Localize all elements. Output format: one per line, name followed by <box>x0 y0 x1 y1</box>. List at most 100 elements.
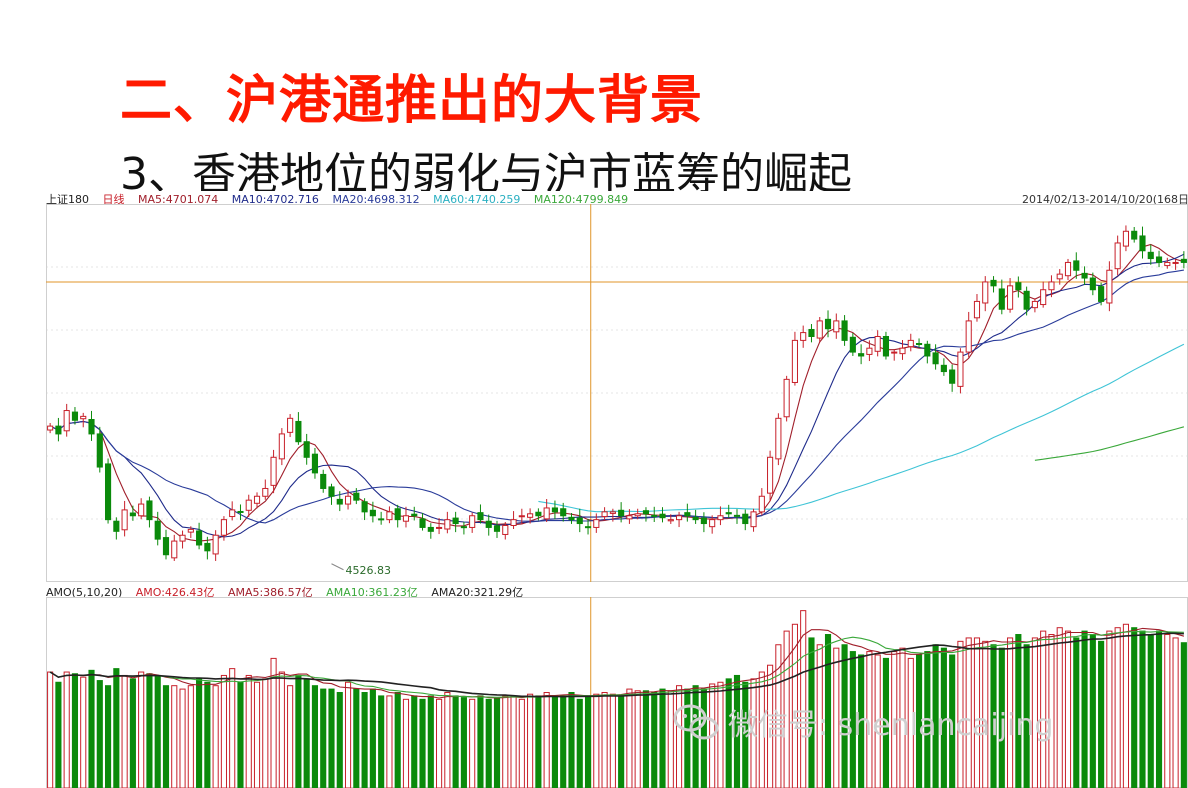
volume-bar-up <box>262 678 269 788</box>
candle-down <box>742 513 749 525</box>
volume-bar-up <box>510 695 517 788</box>
ma60-label: MA60:4740.259 <box>433 193 521 206</box>
candle-down <box>427 526 434 532</box>
period-label: 日线 <box>102 193 125 206</box>
volume-bar-down <box>411 695 418 788</box>
candle-up <box>1048 281 1055 291</box>
candle-down <box>841 320 848 341</box>
volume-bar-down <box>1180 642 1187 788</box>
candle-up <box>609 511 616 514</box>
price-legend: 上证180 日线 MA5:4701.074 MA10:4702.716 MA20… <box>46 191 638 207</box>
volume-bar-up <box>253 681 261 788</box>
volume-bar-down <box>460 697 467 788</box>
slide-title: 二、沪港通推出的大背景 <box>120 71 704 131</box>
candle-down <box>618 509 625 517</box>
watermark: 微信号: shenlancaijing <box>672 700 1053 744</box>
volume-bar-up <box>121 674 128 788</box>
volume-bar-up <box>1056 627 1063 788</box>
candle-down <box>1139 235 1146 252</box>
volume-bar-up <box>444 692 451 788</box>
candle-down <box>1155 256 1163 263</box>
volume-bar-down <box>427 695 434 788</box>
volume-average-lines <box>49 627 1185 699</box>
candle-up <box>80 415 87 420</box>
candle-up <box>957 351 964 387</box>
volume-bars <box>46 597 1188 788</box>
volume-bar-down <box>295 674 302 788</box>
volume-bar-up <box>469 698 476 788</box>
candle-up <box>543 507 550 520</box>
volume-bar-down <box>584 695 592 788</box>
volume-bar-down <box>154 674 161 788</box>
candle-up <box>800 332 807 341</box>
volume-bar-down <box>88 669 95 788</box>
candle-up <box>444 519 451 530</box>
candle-down <box>154 520 161 540</box>
volume-bar-down <box>104 685 112 788</box>
volume-bar-down <box>303 678 310 788</box>
volume-bar-down <box>618 695 625 788</box>
candle-down <box>452 517 459 525</box>
volume-bar-down <box>96 680 103 788</box>
volume-bar-up <box>907 657 914 788</box>
volume-bar-down <box>576 698 583 788</box>
volume-bar-up <box>80 676 87 788</box>
candle-down <box>700 517 707 525</box>
candle-up <box>220 519 227 536</box>
candle-down <box>104 463 112 521</box>
volume-bar-up <box>171 685 178 788</box>
candle-up <box>262 487 269 497</box>
volume-bar-up <box>1172 637 1179 788</box>
candle-up <box>518 515 525 518</box>
candle-down <box>1098 286 1105 302</box>
candle-up <box>502 524 509 535</box>
candle-down <box>684 512 691 517</box>
volume-bar-down <box>1081 630 1088 788</box>
candle-up <box>601 511 608 518</box>
candle-down <box>303 441 310 458</box>
candle-down <box>824 318 832 330</box>
candle-down <box>1081 272 1088 279</box>
volume-bar-up <box>866 651 873 788</box>
candle-up <box>187 528 194 533</box>
candle-up <box>63 410 70 432</box>
volume-bar-up <box>1048 634 1055 788</box>
ama5-line <box>49 627 1185 699</box>
candle-down <box>237 510 244 513</box>
volume-bar-up <box>386 695 393 788</box>
candle-down <box>808 328 815 337</box>
volume-bar-down <box>320 688 327 788</box>
volume-bar-up <box>220 674 227 788</box>
volume-bar-down <box>55 681 62 788</box>
volume-bar-up <box>626 688 633 788</box>
candle-up <box>386 511 393 521</box>
volume-bar-up <box>138 671 145 788</box>
candle-down <box>692 516 699 521</box>
candle-down <box>1015 282 1022 291</box>
candle-up <box>775 417 782 460</box>
amo-label: AMO:426.43亿 <box>135 586 215 599</box>
volume-bar-down <box>452 695 459 788</box>
volume-bar-up <box>775 644 782 788</box>
candle-up <box>287 417 294 433</box>
volume-bar-up <box>212 685 219 788</box>
candle-up <box>253 495 261 504</box>
candle-down <box>659 513 666 519</box>
candle-up <box>1040 289 1047 306</box>
volume-bar-down <box>1015 634 1022 788</box>
candle-up <box>1056 273 1063 280</box>
ma5-line <box>49 243 1185 542</box>
volume-legend: AMO(5,10,20) AMO:426.43亿 AMA5:386.57亿 AM… <box>46 584 533 600</box>
candle-down <box>146 500 153 521</box>
candle-down <box>576 517 583 525</box>
amo-indicator-name: AMO(5,10,20) <box>46 586 123 599</box>
candle-down <box>651 514 658 517</box>
candle-up <box>899 347 906 355</box>
volume-bar-up <box>344 681 352 788</box>
candle-down <box>940 364 947 373</box>
volume-bar-up <box>982 640 989 788</box>
date-range: 2014/02/13-2014/10/20(168日) <box>1022 193 1188 206</box>
candle-up <box>179 534 186 542</box>
volume-bar-down <box>924 651 931 788</box>
volume-bar-up <box>758 671 765 788</box>
